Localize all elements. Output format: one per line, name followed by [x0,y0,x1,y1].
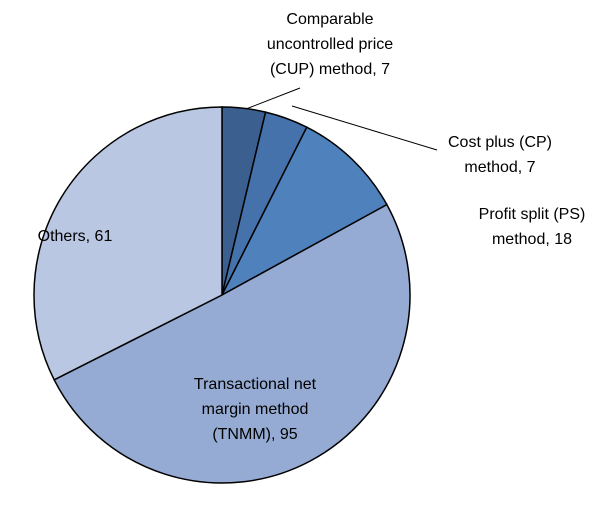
pie-slice [53,203,411,484]
pie-slice [33,106,223,381]
data-label-line: Cost plus (CP) [448,134,552,151]
pie-slice [220,126,388,297]
data-label-line: Transactional net [194,376,317,393]
leader-line [245,87,301,110]
data-label-line: Profit split (PS) [479,206,586,223]
data-label: Others, 61 [38,228,113,245]
data-label-line: (TNMM), 95 [212,426,297,443]
leader-line [291,105,438,151]
data-label-line: margin method [202,401,309,418]
data-label-line: uncontrolled price [267,36,393,53]
data-label: Comparable uncontrolled price (CUP) method… [267,11,393,78]
data-label: Profit split (PS) method, 18 [479,206,586,248]
data-label: Cost plus (CP) method, 7 [448,134,552,176]
data-label-line: method, 18 [492,231,572,248]
data-label-line: Others, 61 [38,228,113,245]
data-label-line: Comparable [286,11,373,28]
data-label: Transactional net margin method (TNMM), 95 [194,376,317,443]
data-label-line: (CUP) method, 7 [270,61,390,78]
data-label-line: method, 7 [464,159,535,176]
